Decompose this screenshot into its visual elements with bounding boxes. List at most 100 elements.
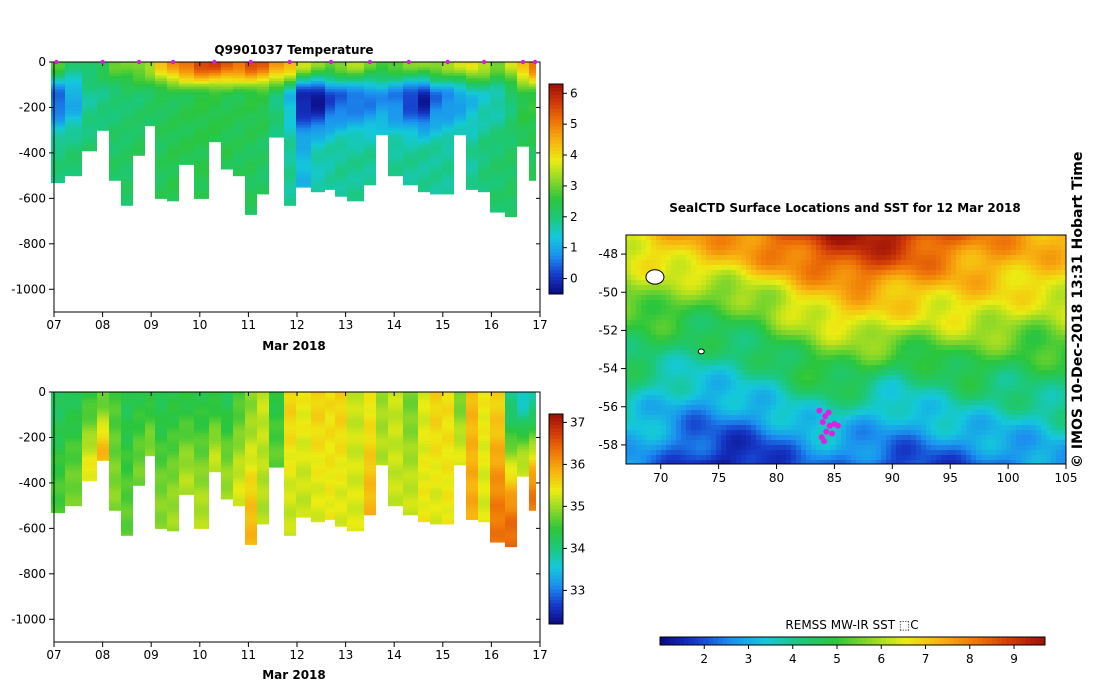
profile-cell xyxy=(257,89,269,93)
profile-cell xyxy=(194,165,209,169)
profile-cell xyxy=(505,452,517,456)
profile-cell xyxy=(529,441,536,445)
sst-cell xyxy=(696,270,701,275)
profile-cell xyxy=(245,432,257,437)
profile-cell xyxy=(284,83,296,88)
profile-cell xyxy=(430,135,442,139)
sst-cell xyxy=(751,245,756,250)
profile-cell xyxy=(505,487,517,491)
profile-cell xyxy=(109,160,121,164)
sst-cell xyxy=(971,245,976,250)
profile-cell xyxy=(442,127,454,131)
profile-cell xyxy=(257,192,269,195)
profile-cell xyxy=(82,400,97,404)
sst-cell xyxy=(681,240,686,245)
profile-cell xyxy=(133,408,145,412)
profile-position-marker xyxy=(406,59,411,65)
profile-cell xyxy=(490,514,505,518)
x-tick-label: 13 xyxy=(338,318,353,332)
profile-cell xyxy=(245,533,257,538)
profile-cell xyxy=(109,83,121,88)
profile-cell xyxy=(364,484,376,488)
profile-cell xyxy=(51,503,65,508)
sst-cell xyxy=(866,260,871,265)
profile-cell xyxy=(364,487,376,491)
sst-cell xyxy=(951,300,956,305)
sst-cell xyxy=(716,285,721,290)
profile-cell xyxy=(257,173,269,178)
profile-cell xyxy=(430,160,442,164)
sst-cell xyxy=(1051,285,1056,290)
sst-cell xyxy=(996,235,1001,240)
profile-cell xyxy=(505,514,517,518)
sst-cell xyxy=(686,255,691,260)
profile-cell xyxy=(466,400,478,404)
profile-cell xyxy=(155,92,167,96)
profile-cell xyxy=(364,416,376,420)
profile-cell xyxy=(311,64,325,68)
profile-cell xyxy=(109,78,121,82)
sst-cell xyxy=(861,275,866,280)
profile-cell xyxy=(335,452,347,456)
profile-cell xyxy=(109,484,121,488)
profile-cell xyxy=(505,446,517,450)
profile-cell xyxy=(325,83,335,88)
profile-cell xyxy=(364,473,376,478)
profile-cell xyxy=(245,168,257,172)
profile-cell xyxy=(403,141,418,145)
profile-cell xyxy=(51,130,65,134)
sst-cell xyxy=(1041,265,1046,270)
sst-cell xyxy=(681,270,686,275)
profile-cell xyxy=(65,75,82,79)
profile-cell xyxy=(82,108,97,112)
profile-cell xyxy=(466,490,478,494)
sst-cell xyxy=(716,245,721,250)
sst-cell xyxy=(901,250,906,255)
profile-cell xyxy=(194,62,209,66)
profile-cell xyxy=(245,83,257,88)
sst-cell xyxy=(866,305,871,310)
profile-cell xyxy=(167,492,179,497)
profile-cell xyxy=(221,416,233,420)
profile-cell xyxy=(454,460,466,464)
sst-cell xyxy=(961,235,966,240)
profile-cell xyxy=(490,484,505,488)
profile-cell xyxy=(388,432,403,437)
profile-cell xyxy=(430,438,442,442)
sst-cell xyxy=(936,310,941,315)
profile-cell xyxy=(97,443,109,448)
sst-cell xyxy=(686,285,691,290)
profile-cell xyxy=(221,72,233,77)
profile-cell xyxy=(376,449,388,453)
profile-cell xyxy=(430,97,442,101)
profile-cell xyxy=(466,67,478,71)
profile-cell xyxy=(145,86,155,90)
profile-cell xyxy=(364,430,376,434)
profile-cell xyxy=(221,141,233,145)
profile-cell xyxy=(325,127,335,131)
profile-cell xyxy=(505,476,517,480)
sst-cell xyxy=(791,305,796,310)
profile-cell xyxy=(121,182,133,186)
sst-cell xyxy=(751,265,756,270)
sst-cell xyxy=(906,290,911,295)
profile-cell xyxy=(133,72,145,77)
profile-cell xyxy=(82,435,97,439)
profile-cell xyxy=(490,182,505,186)
profile-cell xyxy=(284,427,296,431)
colorbar-swatch xyxy=(549,508,563,513)
profile-cell xyxy=(284,422,296,426)
profile-cell xyxy=(97,116,109,120)
profile-cell xyxy=(233,479,245,483)
sst-cell xyxy=(891,300,896,305)
profile-cell xyxy=(335,446,347,450)
sst-cell xyxy=(746,300,751,305)
profile-cell xyxy=(133,419,145,423)
profile-cell xyxy=(194,122,209,126)
profile-cell xyxy=(257,184,269,188)
profile-cell xyxy=(284,97,296,101)
profile-cell xyxy=(418,468,430,472)
sst-cell xyxy=(741,285,746,290)
colorbar-swatch xyxy=(549,463,563,467)
profile-cell xyxy=(121,427,133,431)
